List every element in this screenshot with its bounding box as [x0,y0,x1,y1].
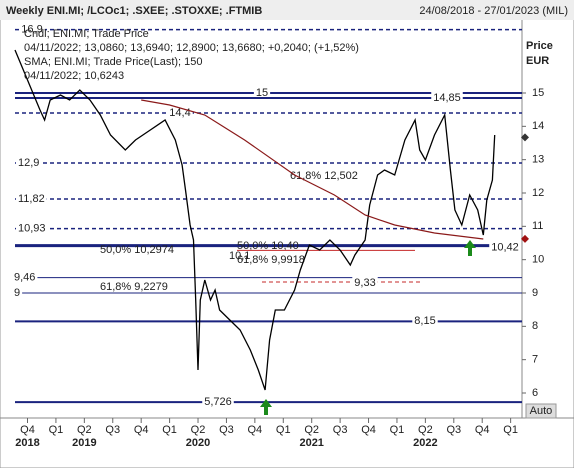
x-tick-label: Q4 [134,424,149,436]
x-tick-label: Q3 [105,424,120,436]
price-line [141,99,484,240]
fib-label: 50,0% 10,40 [237,240,299,252]
x-tick-label: Q1 [49,424,64,436]
last-marker [521,133,529,142]
y-tick-label: 15 [532,87,544,99]
level-label: 9 [14,287,20,299]
plot-area: 16,9 15 14,85 14,4 12,9 11,82 10,93 10,42 9,46 9 8… [12,23,522,409]
date-range: 24/08/2018 - 27/01/2023 (MIL) [419,5,568,17]
title-bar [0,0,574,20]
level-label-bg [202,396,234,409]
x-tick-label: Q2 [418,424,433,436]
level-label: 14,4 [169,107,190,119]
last-marker [521,234,529,243]
x-tick-label: Q3 [219,424,234,436]
year-label: 2018 [15,437,39,449]
year-label: 2019 [72,437,96,449]
x-tick-label: Q3 [333,424,348,436]
year-label: 2021 [299,437,323,449]
y-axis-unit: EUR [526,55,549,67]
chart-title: Weekly ENI.MI; /LCOc1; .SXEE; .STOXXE; .… [6,5,262,17]
level-label: 8,15 [414,315,435,327]
x-tick-label: Q2 [304,424,319,436]
y-tick-label: 14 [532,120,544,132]
level-label: 9,46 [14,272,35,284]
fib-label: 50,0% 10,2974 [100,244,174,256]
fib-label: 61,8% 9,2279 [100,281,168,293]
legend-entry: 04/11/2022; 13,0860; 13,6940; 12,8900; 1… [24,42,359,54]
level-label: 10,42 [491,242,519,254]
x-tick-label: Q1 [503,424,518,436]
price-line [14,49,496,391]
x-tick-label: Q4 [361,424,376,436]
level-label: 15 [256,87,268,99]
x-tick-label: Q1 [162,424,177,436]
level-label-bg [253,86,271,99]
level-label-bg [16,156,42,169]
level-label: 11,82 [18,193,45,205]
level-label-bg [19,23,45,36]
legend-entry: Cndl; ENI.MI; Trade Price [24,28,149,40]
x-tick-label: Q1 [276,424,291,436]
x-tick-label: Q4 [248,424,263,436]
level-label-bg [431,91,463,104]
level-label: 10,93 [18,223,46,235]
year-label: 2020 [186,437,210,449]
fib-label: 61,8% 12,502 [290,170,358,182]
y-tick-label: 12 [532,187,544,199]
buy-arrow [464,240,476,256]
level-label: 9,33 [354,277,375,289]
y-tick-label: 13 [532,154,544,166]
level-label-bg [412,315,438,328]
y-tick-label: 6 [532,387,538,399]
legend: Cndl; ENI.MI; Trade Price 04/11/2022; 13,… [24,28,359,82]
auto-button[interactable] [525,403,557,419]
level-label: 5,726 [204,396,232,408]
level-label: 14,85 [433,92,461,104]
level-label-bg [352,276,378,289]
level-label-bg [12,286,23,299]
fib-label: 10,1 [229,250,250,262]
auto-label[interactable]: Auto [530,405,553,417]
x-tick-label: Q4 [475,424,490,436]
legend-entry: SMA; ENI.MI; Trade Price(Last); 150 [24,56,203,68]
x-tick-label: Q1 [390,424,405,436]
y-tick-label: 9 [532,287,538,299]
y-tick-label: 11 [532,220,543,232]
year-label: 2022 [413,437,437,449]
buy-arrow [260,399,272,415]
x-tick-label: Q2 [77,424,92,436]
y-axis-label: Price [526,40,553,52]
y-tick-label: 7 [532,354,538,366]
level-label-bg [16,222,48,235]
level-label-bg [16,192,47,205]
level-label-bg [12,271,38,284]
level-label: 12,9 [18,157,39,169]
level-label-bg [489,241,521,254]
x-tick-label: Q2 [191,424,206,436]
y-tick-label: 10 [532,254,544,266]
x-tick-label: Q4 [20,424,35,436]
x-tick-label: Q3 [446,424,461,436]
level-label: 16,9 [21,24,42,36]
legend-entry: 04/11/2022; 10,6243 [24,70,124,82]
y-tick-label: 8 [532,320,538,332]
fib-label: 61,8% 9,9918 [237,254,305,266]
